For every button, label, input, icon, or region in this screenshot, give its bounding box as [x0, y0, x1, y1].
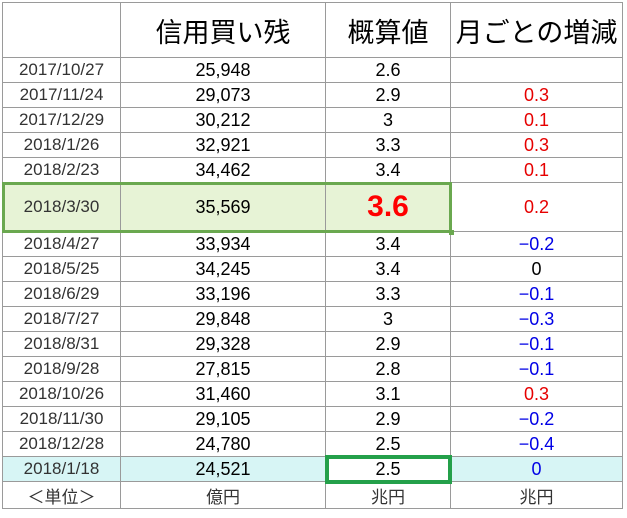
date-cell[interactable]: 2018/9/28	[2, 356, 121, 382]
estimate-cell[interactable]: 3	[325, 107, 451, 133]
balance-cell[interactable]: 31,460	[120, 381, 326, 407]
date-cell[interactable]: 2017/12/29	[2, 107, 121, 133]
balance-cell[interactable]: 34,245	[120, 256, 326, 282]
estimate-cell[interactable]: 3.3	[325, 281, 451, 307]
change-cell[interactable]	[450, 57, 623, 83]
balance-cell[interactable]: 29,073	[120, 82, 326, 108]
date-cell[interactable]: 2017/11/24	[2, 82, 121, 108]
date-cell[interactable]: 2018/7/27	[2, 306, 121, 332]
estimate-cell[interactable]: 2.6	[325, 57, 451, 83]
header-cell-balance[interactable]: 信用買い残	[120, 2, 326, 58]
balance-cell[interactable]: 24,521	[120, 456, 326, 482]
balance-cell[interactable]: 33,934	[120, 231, 326, 257]
table-row: 2018/2/23 34,462 3.4 0.1	[2, 157, 623, 183]
balance-cell[interactable]: 35,569	[120, 182, 326, 232]
balance-cell[interactable]: 33,196	[120, 281, 326, 307]
margin-balance-table: 信用買い残 概算値 月ごとの増減 2017/10/27 25,948 2.6 2017…	[2, 2, 623, 509]
estimate-cell[interactable]: 2.9	[325, 331, 451, 357]
balance-cell[interactable]: 30,212	[120, 107, 326, 133]
balance-cell[interactable]: 24,780	[120, 431, 326, 457]
change-cell[interactable]: 0.1	[450, 107, 623, 133]
change-cell[interactable]: −0.1	[450, 356, 623, 382]
date-cell[interactable]: 2018/10/26	[2, 381, 121, 407]
unit-row: ＜単位＞ 億円 兆円 兆円	[2, 481, 623, 509]
estimate-cell[interactable]: 3.3	[325, 132, 451, 158]
balance-cell[interactable]: 29,328	[120, 331, 326, 357]
table-row: 2018/9/28 27,815 2.8 −0.1	[2, 356, 623, 382]
unit-cell-balance[interactable]: 億円	[120, 481, 326, 509]
date-cell[interactable]: 2018/6/29	[2, 281, 121, 307]
header-cell-estimate[interactable]: 概算値	[325, 2, 451, 58]
change-cell[interactable]: 0	[450, 456, 623, 482]
estimate-cell[interactable]: 3.6	[325, 182, 451, 232]
change-cell[interactable]: −0.2	[450, 231, 623, 257]
estimate-cell[interactable]: 2.5	[325, 431, 451, 457]
estimate-cell[interactable]: 3.4	[325, 231, 451, 257]
estimate-cell[interactable]: 2.9	[325, 82, 451, 108]
change-cell[interactable]: 0.2	[450, 182, 623, 232]
header-cell-date[interactable]	[2, 2, 121, 58]
unit-cell-estimate[interactable]: 兆円	[325, 481, 451, 509]
table-row: 2018/3/30 35,569 3.6 0.2	[2, 182, 623, 232]
date-cell[interactable]: 2017/10/27	[2, 57, 121, 83]
table-row: 2018/8/31 29,328 2.9 −0.1	[2, 331, 623, 357]
estimate-cell[interactable]: 3.4	[325, 256, 451, 282]
balance-cell[interactable]: 34,462	[120, 157, 326, 183]
date-cell[interactable]: 2018/2/23	[2, 157, 121, 183]
balance-cell[interactable]: 27,815	[120, 356, 326, 382]
unit-cell-change[interactable]: 兆円	[450, 481, 623, 509]
table-row: 2017/12/29 30,212 3 0.1	[2, 107, 623, 133]
balance-cell[interactable]: 29,105	[120, 406, 326, 432]
table-row: 2018/1/26 32,921 3.3 0.3	[2, 132, 623, 158]
table-body: 2017/10/27 25,948 2.6 2017/11/24 29,073 2.9 0.…	[2, 57, 623, 482]
change-cell[interactable]: 0.3	[450, 82, 623, 108]
table-row: 2018/1/18 24,521 2.5 0	[2, 456, 623, 482]
table-row: 2018/12/28 24,780 2.5 −0.4	[2, 431, 623, 457]
change-cell[interactable]: 0.3	[450, 132, 623, 158]
change-cell[interactable]: −0.1	[450, 331, 623, 357]
change-cell[interactable]: 0.1	[450, 157, 623, 183]
header-row: 信用買い残 概算値 月ごとの増減	[2, 2, 623, 58]
estimate-cell[interactable]: 2.8	[325, 356, 451, 382]
unit-cell-label[interactable]: ＜単位＞	[2, 481, 121, 509]
balance-cell[interactable]: 29,848	[120, 306, 326, 332]
change-cell[interactable]: −0.4	[450, 431, 623, 457]
change-cell[interactable]: −0.3	[450, 306, 623, 332]
table-row: 2018/10/26 31,460 3.1 0.3	[2, 381, 623, 407]
date-cell[interactable]: 2018/5/25	[2, 256, 121, 282]
date-cell[interactable]: 2018/1/26	[2, 132, 121, 158]
date-cell[interactable]: 2018/3/30	[2, 182, 121, 232]
balance-cell[interactable]: 25,948	[120, 57, 326, 83]
date-cell[interactable]: 2018/8/31	[2, 331, 121, 357]
table-row: 2018/7/27 29,848 3 −0.3	[2, 306, 623, 332]
table-row: 2018/4/27 33,934 3.4 −0.2	[2, 231, 623, 257]
table-row: 2017/10/27 25,948 2.6	[2, 57, 623, 83]
date-cell[interactable]: 2018/4/27	[2, 231, 121, 257]
balance-cell[interactable]: 32,921	[120, 132, 326, 158]
table-row: 2017/11/24 29,073 2.9 0.3	[2, 82, 623, 108]
table-row: 2018/11/30 29,105 2.9 −0.2	[2, 406, 623, 432]
change-cell[interactable]: 0.3	[450, 381, 623, 407]
estimate-cell[interactable]: 2.5	[325, 456, 451, 482]
estimate-cell[interactable]: 2.9	[325, 406, 451, 432]
change-cell[interactable]: −0.1	[450, 281, 623, 307]
estimate-cell[interactable]: 3.1	[325, 381, 451, 407]
estimate-cell[interactable]: 3.4	[325, 157, 451, 183]
change-cell[interactable]: −0.2	[450, 406, 623, 432]
header-cell-change[interactable]: 月ごとの増減	[450, 2, 623, 58]
table-row: 2018/5/25 34,245 3.4 0	[2, 256, 623, 282]
date-cell[interactable]: 2018/11/30	[2, 406, 121, 432]
table-row: 2018/6/29 33,196 3.3 −0.1	[2, 281, 623, 307]
estimate-cell[interactable]: 3	[325, 306, 451, 332]
fill-handle[interactable]	[448, 229, 454, 235]
date-cell[interactable]: 2018/12/28	[2, 431, 121, 457]
change-cell[interactable]: 0	[450, 256, 623, 282]
date-cell[interactable]: 2018/1/18	[2, 456, 121, 482]
